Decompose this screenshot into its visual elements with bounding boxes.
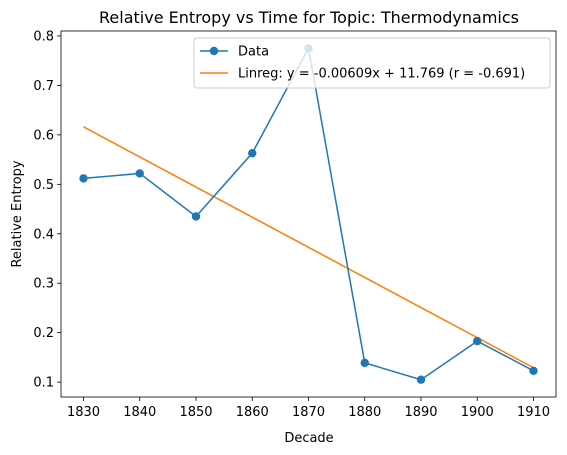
y-tick-label: 0.4 (33, 227, 54, 242)
x-tick-label: 1850 (179, 405, 212, 420)
legend-label: Data (238, 45, 269, 60)
y-tick-label: 0.1 (33, 376, 54, 391)
x-axis: 1830 1840 1850 1860 1870 1880 1890 1900 1910 (67, 397, 550, 420)
y-tick-label: 0.5 (33, 178, 54, 193)
data-point (529, 366, 538, 375)
x-tick-label: 1870 (292, 405, 325, 420)
y-tick-label: 0.8 (33, 29, 54, 44)
x-tick-label: 1910 (517, 405, 550, 420)
x-tick-label: 1840 (123, 405, 156, 420)
legend: Data Linreg: y = -0.00609x + 11.769 (r = … (193, 37, 551, 89)
chart-title: Relative Entropy vs Time for Topic: Ther… (99, 8, 519, 27)
y-tick-label: 0.2 (33, 326, 54, 341)
data-point (79, 174, 88, 183)
y-tick-label: 0.3 (33, 277, 54, 292)
data-point (473, 336, 482, 346)
x-tick-label: 1900 (461, 405, 494, 420)
legend-box (193, 37, 551, 89)
data-point (135, 169, 144, 178)
x-tick-label: 1880 (348, 405, 381, 420)
linreg-line (83, 126, 534, 369)
legend-swatch-marker (209, 46, 219, 56)
data-point (191, 212, 201, 221)
x-tick-label: 1830 (67, 405, 100, 420)
y-tick-label: 0.6 (33, 128, 54, 143)
x-tick-label: 1890 (404, 405, 437, 420)
legend-label: Linreg: y = -0.00609x + 11.769 (r = -0.6… (238, 67, 525, 82)
x-tick-label: 1860 (236, 405, 269, 420)
data-point (248, 148, 257, 158)
data-point (416, 375, 426, 384)
y-axis-label: Relative Entropy (10, 160, 25, 267)
data-point (360, 358, 369, 368)
y-tick-label: 0.7 (33, 79, 54, 94)
x-axis-label: Decade (284, 431, 333, 446)
y-axis: 0.1 0.2 0.3 0.4 0.5 0.6 0.7 0.8 (33, 29, 61, 391)
